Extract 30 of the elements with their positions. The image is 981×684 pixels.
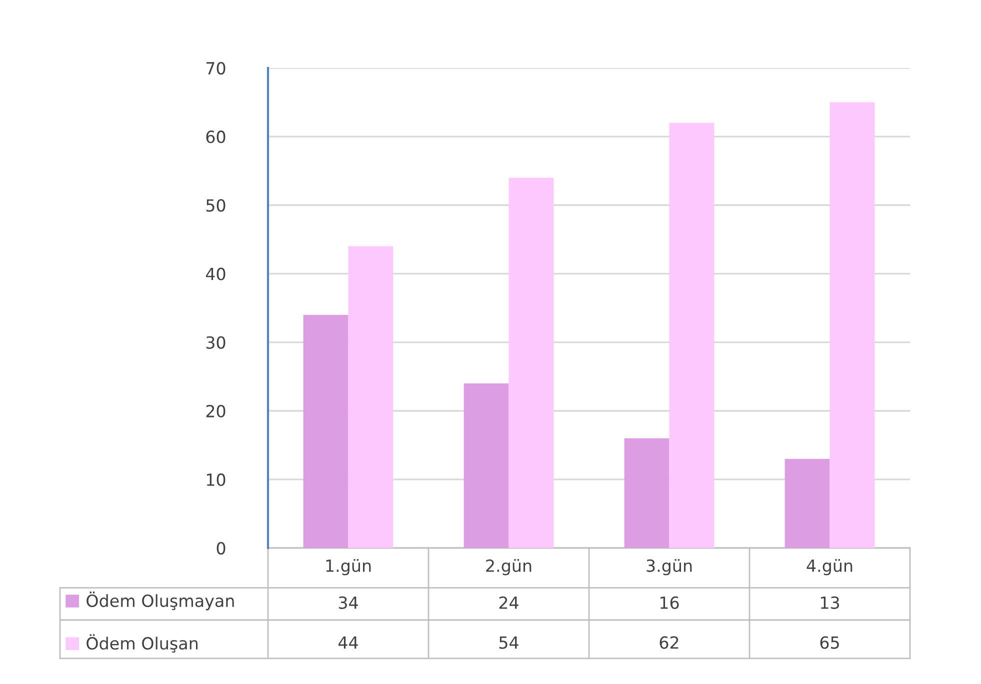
y-tick-label: 70 [206, 62, 226, 75]
y-tick-label: 40 [206, 268, 226, 280]
y-tick-label: 60 [206, 130, 226, 144]
data-label: 34 [338, 596, 358, 609]
x-tick-label: 1.gün [326, 559, 371, 576]
bar [348, 246, 394, 548]
bar [508, 178, 554, 548]
legend-label: Ödem Oluşan [86, 634, 198, 653]
bar [784, 458, 830, 548]
x-tick-label: 3.gün [646, 559, 692, 576]
data-label: 24 [499, 596, 518, 609]
data-label: 62 [660, 636, 678, 649]
legend-label: Ödem Oluşmayan [86, 592, 234, 610]
data-label: 13 [820, 596, 840, 609]
x-tick-label: 4.gün [806, 559, 852, 576]
y-tick-label: 50 [206, 199, 226, 212]
y-tick-label: 0 [216, 542, 226, 555]
data-label: 44 [338, 636, 358, 649]
data-label: 65 [820, 636, 839, 649]
bar [624, 438, 670, 548]
y-tick-label: 30 [206, 336, 226, 349]
bar [669, 122, 714, 548]
y-tick-label: 20 [206, 404, 226, 418]
y-tick-label: 10 [206, 473, 226, 486]
bar [830, 102, 875, 548]
bar [303, 314, 348, 548]
x-tick-label: 2.gün [486, 559, 532, 576]
data-label: 16 [660, 596, 679, 609]
data-label: 54 [499, 636, 518, 649]
bar [464, 383, 509, 548]
